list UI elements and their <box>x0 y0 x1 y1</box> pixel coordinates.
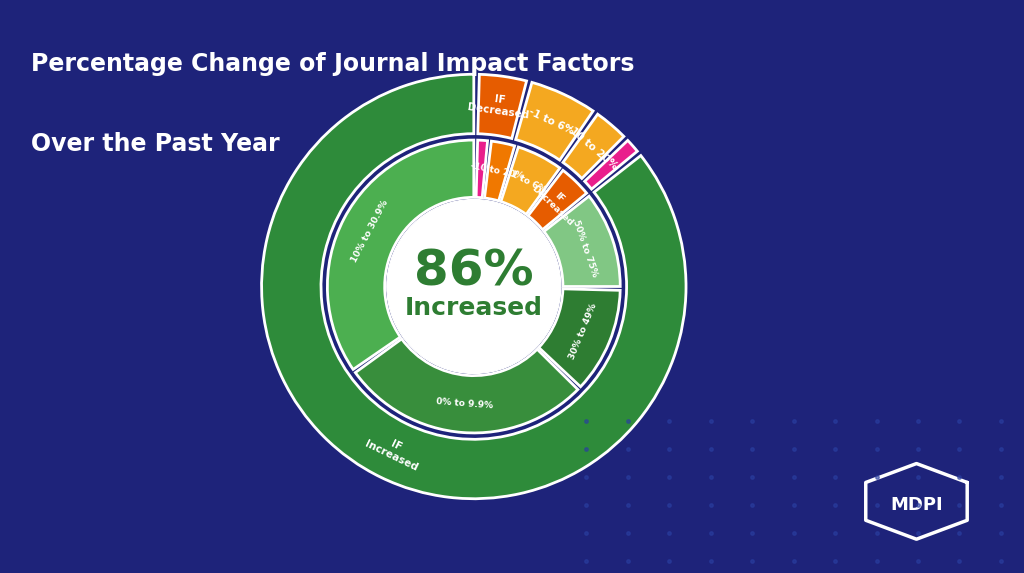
Wedge shape <box>478 74 526 139</box>
Text: IF
Increased: IF Increased <box>364 428 425 473</box>
Wedge shape <box>501 147 560 214</box>
Text: -10 to 20%: -10 to 20% <box>564 123 620 172</box>
Text: -1 to 6%: -1 to 6% <box>527 107 575 136</box>
Text: 50% to 75%: 50% to 75% <box>571 218 599 278</box>
Wedge shape <box>355 339 578 433</box>
Text: IF
Decreased: IF Decreased <box>467 91 531 121</box>
Wedge shape <box>528 170 587 230</box>
Text: -1 to 6%: -1 to 6% <box>506 168 548 195</box>
Text: 30% to 49%: 30% to 49% <box>567 302 598 360</box>
Circle shape <box>387 199 561 374</box>
Wedge shape <box>261 74 686 499</box>
Text: Over the Past Year: Over the Past Year <box>31 132 280 156</box>
Wedge shape <box>476 140 487 198</box>
Text: -10 to 20%: -10 to 20% <box>470 161 525 181</box>
Text: Percentage Change of Journal Impact Factors: Percentage Change of Journal Impact Fact… <box>31 52 634 76</box>
Wedge shape <box>544 196 621 286</box>
Text: 86%: 86% <box>414 248 534 296</box>
Text: MDPI: MDPI <box>890 496 943 514</box>
Wedge shape <box>585 140 637 189</box>
Text: 10% to 30.9%: 10% to 30.9% <box>349 199 390 264</box>
Wedge shape <box>563 114 624 178</box>
Wedge shape <box>328 140 474 370</box>
Wedge shape <box>484 141 515 201</box>
Text: 0% to 9.9%: 0% to 9.9% <box>436 397 494 411</box>
Wedge shape <box>539 289 621 387</box>
Text: IF
Decreased: IF Decreased <box>529 176 582 227</box>
Text: Increased: Increased <box>404 296 543 320</box>
Wedge shape <box>516 83 593 160</box>
